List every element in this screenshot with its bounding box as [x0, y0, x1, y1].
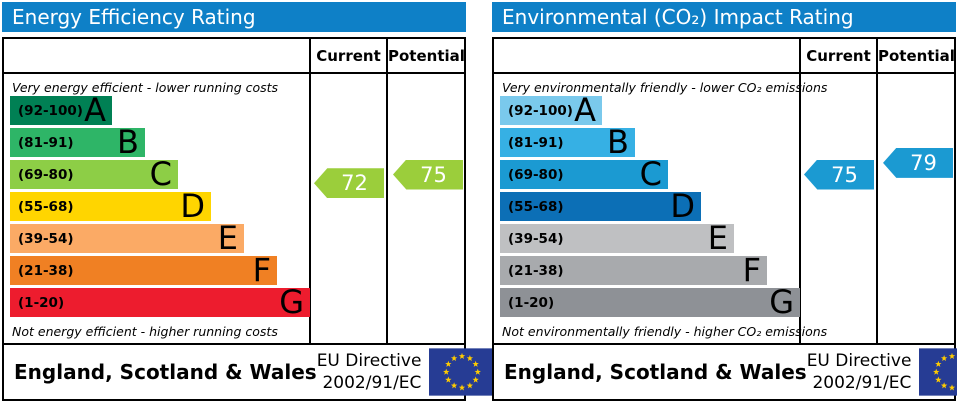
band-letter: B: [607, 123, 629, 161]
band-c: (69-80) C: [500, 155, 668, 193]
band-range: (21-38): [508, 262, 564, 279]
band-letter: F: [742, 251, 761, 289]
band-f: (21-38) F: [500, 251, 767, 289]
band-g: (1-20) G: [500, 283, 800, 321]
band-letter: G: [279, 283, 304, 321]
band-letter: E: [707, 219, 728, 257]
current-column-header: Current: [316, 47, 381, 65]
potential-rating-arrow: 75: [393, 159, 463, 190]
band-range: (69-80): [508, 166, 564, 183]
band-range: (81-91): [18, 134, 74, 151]
band-f: (21-38) F: [10, 251, 277, 289]
column-divider: [876, 39, 878, 343]
band-range: (39-54): [18, 230, 74, 247]
band-letter: G: [769, 283, 794, 321]
potential-column-header: Potential: [388, 47, 465, 65]
band-range: (55-68): [18, 198, 74, 215]
band-letter: F: [252, 251, 271, 289]
eu-directive-label: EU Directive 2002/91/EC: [806, 351, 912, 393]
current-rating-arrow: 75: [804, 159, 874, 190]
rating-bands: (92-100) A (81-91) B (69-80) C (55-68) D (39-54)…: [500, 91, 800, 321]
band-e: (39-54) E: [10, 219, 244, 257]
panel-title: Energy Efficiency Rating: [2, 2, 466, 32]
band-range: (39-54): [508, 230, 564, 247]
eu-directive-label: EU Directive 2002/91/EC: [316, 351, 422, 393]
eu-flag-icon: [919, 348, 957, 396]
eu-flag-icon: [429, 348, 496, 396]
column-divider: [799, 39, 801, 343]
panel-title: Environmental (CO₂) Impact Rating: [492, 2, 956, 32]
column-divider: [386, 39, 388, 343]
potential-column-header: Potential: [878, 47, 955, 65]
band-c: (69-80) C: [10, 155, 178, 193]
column-divider: [309, 39, 311, 343]
potential-rating-arrow: 79: [883, 147, 953, 178]
band-d: (55-68) D: [500, 187, 701, 225]
region-label: England, Scotland & Wales: [14, 360, 317, 384]
bottom-caption: Not energy efficient - higher running co…: [12, 324, 278, 339]
band-e: (39-54) E: [500, 219, 734, 257]
band-letter: C: [639, 155, 662, 193]
band-letter: A: [84, 91, 106, 129]
band-range: (21-38): [18, 262, 74, 279]
current-column-header: Current: [806, 47, 871, 65]
band-range: (92-100): [18, 102, 83, 119]
environmental-impact-panel: Environmental (CO₂) Impact Rating Curren…: [492, 2, 957, 401]
current-rating-arrow: 72: [314, 168, 384, 199]
band-letter: E: [217, 219, 238, 257]
header-divider: [494, 72, 954, 74]
potential-rating-value: 79: [910, 150, 937, 175]
current-rating-value: 75: [831, 162, 858, 187]
band-letter: B: [117, 123, 139, 161]
band-range: (92-100): [508, 102, 573, 119]
current-rating-value: 72: [341, 171, 368, 196]
band-range: (1-20): [18, 294, 65, 311]
band-range: (55-68): [508, 198, 564, 215]
band-range: (69-80): [18, 166, 74, 183]
top-caption: Very energy efficient - lower running co…: [12, 80, 279, 95]
band-b: (81-91) B: [10, 123, 145, 161]
band-letter: A: [574, 91, 596, 129]
header-divider: [4, 72, 464, 74]
energy-efficiency-panel: Energy Efficiency Rating Current Potenti…: [2, 2, 496, 401]
co2-rating-chart: Current Potential Very environmentally f…: [492, 37, 956, 345]
band-range: (1-20): [508, 294, 555, 311]
band-d: (55-68) D: [10, 187, 211, 225]
band-range: (81-91): [508, 134, 564, 151]
rating-bands: (92-100) A (81-91) B (69-80) C (55-68) D (39-54)…: [10, 91, 310, 321]
band-letter: D: [670, 187, 695, 225]
band-letter: D: [180, 187, 205, 225]
band-b: (81-91) B: [500, 123, 635, 161]
bottom-caption: Not environmentally friendly - higher CO…: [502, 324, 828, 339]
band-a: (92-100) A: [10, 91, 112, 129]
energy-rating-chart: Current Potential Very energy efficient …: [2, 37, 466, 345]
band-a: (92-100) A: [500, 91, 602, 129]
footer: England, Scotland & Wales EU Directive 2…: [492, 343, 957, 401]
footer: England, Scotland & Wales EU Directive 2…: [2, 343, 496, 401]
band-letter: C: [149, 155, 172, 193]
region-label: England, Scotland & Wales: [504, 360, 807, 384]
top-caption: Very environmentally friendly - lower CO…: [502, 80, 828, 95]
band-g: (1-20) G: [10, 283, 310, 321]
potential-rating-value: 75: [420, 162, 447, 187]
